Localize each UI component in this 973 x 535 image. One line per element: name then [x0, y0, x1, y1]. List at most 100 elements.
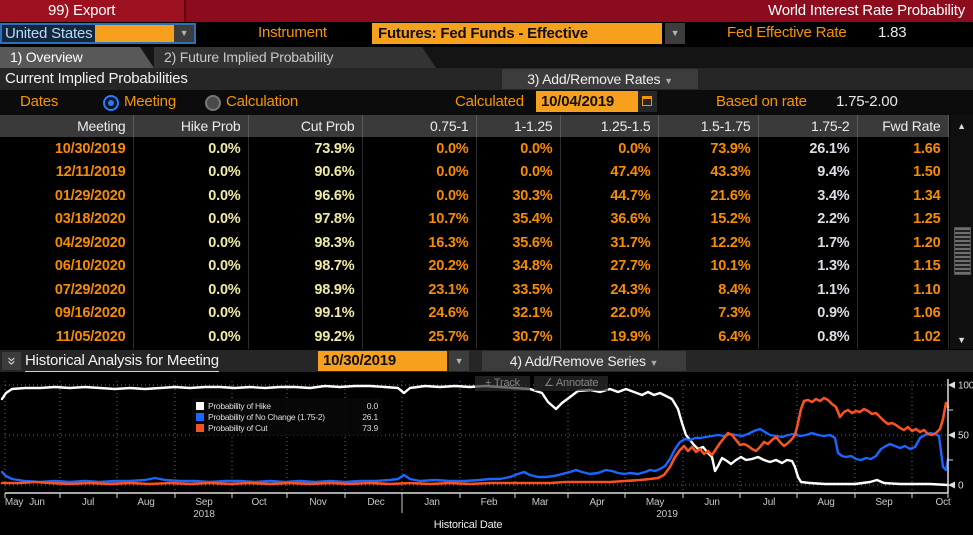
legend-label: Probability of Cut — [208, 422, 268, 433]
table-cell: 0.0% — [133, 137, 249, 161]
country-input-fill[interactable] — [95, 25, 174, 42]
table-row[interactable]: 04/29/2020 0.0% 98.3% 16.3% 35.6% 31.7% 12.2% 1… — [0, 231, 949, 255]
table-cell: 98.3% — [248, 231, 363, 255]
table-cell: 10.1% — [658, 254, 759, 278]
svg-text:Sep: Sep — [195, 497, 213, 508]
table-row[interactable]: 01/29/2020 0.0% 96.6% 0.0% 30.3% 44.7% 21.6% 3.… — [0, 184, 949, 208]
track-button[interactable]: + Track — [475, 376, 530, 391]
table-cell: 26.1% — [758, 137, 858, 161]
table-cell: 0.0% — [476, 137, 561, 161]
scroll-up-icon[interactable]: ▲ — [957, 121, 966, 131]
table-cell: 34.8% — [476, 254, 561, 278]
svg-text:Sep: Sep — [875, 497, 893, 508]
collapse-section-button[interactable]: » — [2, 352, 21, 370]
probabilities-table: Meeting Hike Prob Cut Prob 0.75-1 1-1.25 1.25… — [0, 115, 950, 349]
table-cell: 0.0% — [133, 231, 249, 255]
legend-swatch — [196, 412, 204, 421]
table-cell: 35.4% — [476, 207, 561, 231]
table-cell: 47.4% — [560, 160, 659, 184]
svg-text:Oct: Oct — [252, 497, 267, 508]
table-cell: 01/29/2020 — [0, 184, 134, 208]
svg-text:Dec: Dec — [367, 497, 384, 508]
table-cell: 24.3% — [560, 278, 659, 302]
calculation-radio-label[interactable]: Calculation — [226, 93, 299, 110]
table-cell: 09/16/2020 — [0, 301, 134, 325]
tab-overview[interactable]: 1) Overview — [0, 47, 154, 68]
table-cell: 07/29/2020 — [0, 278, 134, 302]
svg-text:Apr: Apr — [590, 497, 606, 508]
historical-meeting-date-input[interactable]: 10/30/2019 — [318, 351, 447, 371]
svg-text:Jan: Jan — [424, 497, 440, 508]
table-row[interactable]: 06/10/2020 0.0% 98.7% 20.2% 34.8% 27.7% 10.1% 1… — [0, 254, 949, 278]
tab-future-implied-probability[interactable]: 2) Future Implied Probability — [154, 47, 436, 68]
based-on-rate-label: Based on rate — [716, 93, 807, 110]
table-cell: 43.3% — [658, 160, 759, 184]
chevron-down-icon[interactable]: ▼ — [665, 23, 685, 44]
table-row[interactable]: 09/16/2020 0.0% 99.1% 24.6% 32.1% 22.0% 7.3% 0.… — [0, 301, 949, 325]
table-cell: 19.9% — [560, 325, 659, 349]
legend-item: Probability of Cut 73.9 — [196, 422, 378, 433]
chart-overlay-buttons: + Track ∠ Annotate — [475, 376, 609, 391]
column-header-1-25-1-5[interactable]: 1.25-1.5 — [560, 115, 659, 137]
column-header-fwd-rate[interactable]: Fwd Rate — [857, 115, 949, 137]
table-cell: 10/30/2019 — [0, 137, 134, 161]
column-header-1-5-1-75[interactable]: 1.5-1.75 — [658, 115, 759, 137]
svg-text:Historical Date: Historical Date — [434, 519, 503, 531]
add-remove-rates-button[interactable]: 3) Add/Remove Rates ▼ — [502, 69, 698, 89]
legend-value: 26.1 — [362, 411, 378, 422]
column-header-hike-prob[interactable]: Hike Prob — [133, 115, 249, 137]
table-row[interactable]: 10/30/2019 0.0% 73.9% 0.0% 0.0% 0.0% 73.9% 26.1… — [0, 137, 949, 161]
country-select[interactable]: United States ▼ — [0, 23, 196, 44]
instrument-select[interactable]: Futures: Fed Funds - Effective ▼ — [372, 23, 704, 44]
chevron-down-icon[interactable]: ▼ — [449, 351, 469, 371]
table-cell: 0.0% — [133, 184, 249, 208]
meeting-radio-label[interactable]: Meeting — [124, 93, 176, 110]
fed-effective-rate-value: 1.83 — [878, 24, 907, 41]
table-cell: 1.3% — [758, 254, 858, 278]
column-header-0-75-1[interactable]: 0.75-1 — [362, 115, 477, 137]
table-cell: 32.1% — [476, 301, 561, 325]
column-header-1-1-25[interactable]: 1-1.25 — [476, 115, 561, 137]
historical-probability-chart[interactable]: 0 50 100 May Jun Jul Aug Sep Oct Nov Dec Jan Feb Mar A… — [0, 372, 973, 535]
table-cell: 20.2% — [362, 254, 477, 278]
table-cell: 15.2% — [658, 207, 759, 231]
table-cell: 99.1% — [248, 301, 363, 325]
table-cell: 73.9% — [248, 137, 363, 161]
calendar-icon[interactable] — [638, 91, 657, 112]
column-header-1-75-2[interactable]: 1.75-2 — [758, 115, 858, 137]
table-cell: 10.7% — [362, 207, 477, 231]
calculated-date-input[interactable]: 10/04/2019 — [536, 91, 638, 112]
page-title: World Interest Rate Probability — [768, 2, 965, 19]
table-cell: 0.9% — [758, 301, 858, 325]
scroll-down-icon[interactable]: ▼ — [957, 335, 966, 345]
table-cell: 0.0% — [362, 184, 477, 208]
annotate-button[interactable]: ∠ Annotate — [533, 376, 609, 391]
table-cell: 1.34 — [857, 184, 949, 208]
country-value: United States — [2, 25, 96, 42]
chart-canvas: 0 50 100 May Jun Jul Aug Sep Oct Nov Dec Jan Feb Mar A… — [0, 379, 973, 531]
column-header-cut-prob[interactable]: Cut Prob — [248, 115, 363, 137]
table-row[interactable]: 03/18/2020 0.0% 97.8% 10.7% 35.4% 36.6% 15.2% 2… — [0, 207, 949, 231]
table-row[interactable]: 11/05/2020 0.0% 99.2% 25.7% 30.7% 19.9% 6.4% 0.… — [0, 325, 949, 349]
add-remove-series-button[interactable]: 4) Add/Remove Series ▼ — [482, 351, 686, 371]
export-button[interactable]: 99) Export — [0, 0, 186, 22]
chevron-down-icon[interactable]: ▼ — [174, 25, 194, 42]
meeting-radio[interactable] — [103, 95, 119, 111]
instrument-value[interactable]: Futures: Fed Funds - Effective — [372, 23, 662, 44]
table-cell: 0.0% — [362, 160, 477, 184]
svg-text:Nov: Nov — [309, 497, 326, 508]
svg-text:May: May — [5, 497, 23, 508]
legend-value: 0.0 — [366, 400, 378, 411]
table-row[interactable]: 12/11/2019 0.0% 90.6% 0.0% 0.0% 47.4% 43.3% 9.4… — [0, 160, 949, 184]
scrollbar-thumb[interactable] — [954, 227, 971, 275]
based-on-rate-value: 1.75-2.00 — [836, 93, 898, 110]
column-header-meeting[interactable]: Meeting — [0, 115, 134, 137]
chevron-up-icon: » — [3, 356, 21, 366]
calculation-radio[interactable] — [205, 95, 221, 111]
table-row[interactable]: 07/29/2020 0.0% 98.9% 23.1% 33.5% 24.3% 8.4% 1.… — [0, 278, 949, 302]
table-cell: 0.0% — [133, 160, 249, 184]
svg-text:Mar: Mar — [532, 497, 549, 508]
title-bar: 99) Export World Interest Rate Probabili… — [0, 0, 973, 22]
table-scrollbar[interactable]: ▲ ▼ — [950, 115, 973, 349]
table-cell: 98.9% — [248, 278, 363, 302]
